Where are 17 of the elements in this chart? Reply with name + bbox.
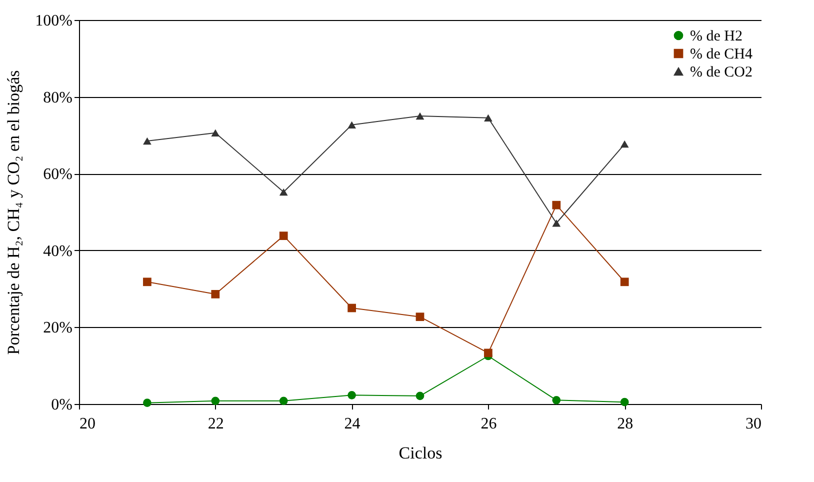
y-tick-label: 40% xyxy=(43,242,72,260)
y-axis-title: Porcentaje de H₂, CH₄ y CO₂ en el biogás xyxy=(4,70,24,355)
x-tick-label: 28 xyxy=(617,416,634,432)
y-tick-label: 0% xyxy=(51,396,72,414)
x-tick-label: 24 xyxy=(344,416,360,432)
x-tick-label: 30 xyxy=(746,416,762,432)
legend-label: % de CH4 xyxy=(690,46,753,62)
y-tick-label: 100% xyxy=(35,12,72,30)
legend-label: % de CO2 xyxy=(690,64,752,80)
x-tick-label: 22 xyxy=(208,416,224,432)
legend-label: % de H2 xyxy=(690,28,742,44)
x-tick-label: 26 xyxy=(480,416,497,432)
y-tick-label: 60% xyxy=(43,166,72,184)
y-tick-label: 80% xyxy=(43,89,72,106)
x-tick-label: 20 xyxy=(80,416,96,432)
y-tick-label: 20% xyxy=(43,320,72,337)
x-axis-title: Ciclos xyxy=(398,444,442,462)
